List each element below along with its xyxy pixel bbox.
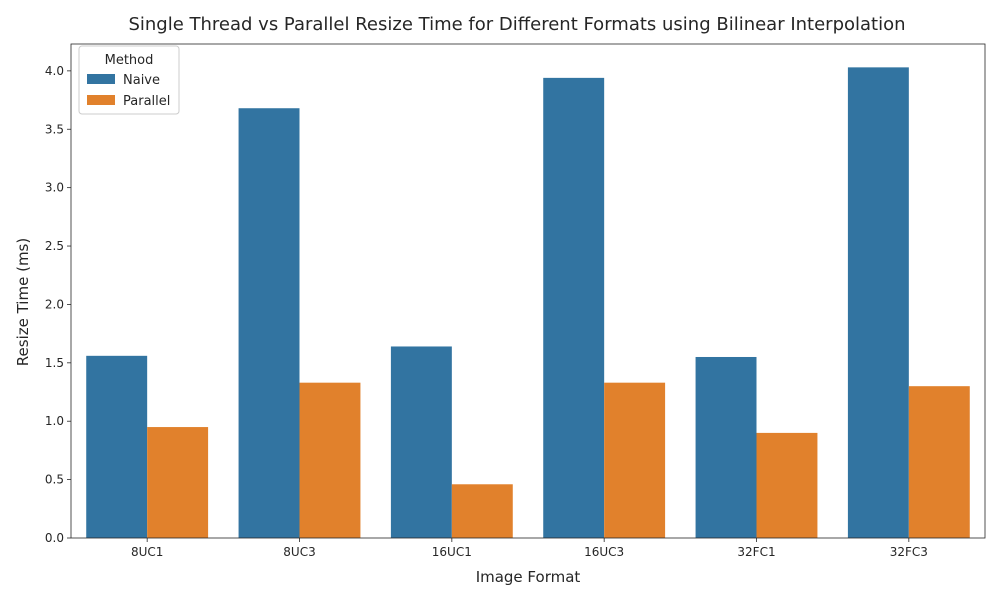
y-tick-label: 1.5 bbox=[45, 356, 64, 370]
x-axis-title: Image Format bbox=[476, 568, 581, 586]
legend-label-parallel: Parallel bbox=[123, 94, 170, 109]
bar-naive-8uc3 bbox=[238, 108, 300, 538]
y-tick-label: 2.0 bbox=[45, 297, 64, 311]
y-tick-label: 1.0 bbox=[45, 414, 64, 428]
plot-frame bbox=[70, 43, 986, 539]
y-tick-label: 3.5 bbox=[45, 122, 64, 136]
y-tick-label: 0.0 bbox=[45, 531, 64, 545]
x-tick-label: 8UC1 bbox=[131, 545, 163, 559]
bar-parallel-8uc3 bbox=[299, 382, 361, 538]
bar-parallel-32fc3 bbox=[908, 386, 970, 538]
x-tick-label: 32FC1 bbox=[737, 545, 775, 559]
legend-label-naive: Naive bbox=[123, 73, 160, 88]
legend-swatch-naive bbox=[87, 74, 115, 84]
bar-naive-8uc1 bbox=[86, 355, 148, 538]
bar-naive-16uc3 bbox=[543, 77, 605, 538]
y-tick-label: 3.0 bbox=[45, 181, 64, 195]
x-tick-label: 8UC3 bbox=[283, 545, 315, 559]
bar-naive-16uc1 bbox=[390, 346, 452, 538]
y-tick-label: 0.5 bbox=[45, 473, 64, 487]
bar-parallel-32fc1 bbox=[756, 432, 818, 538]
bars-group bbox=[86, 67, 970, 539]
legend: Method Naive Parallel bbox=[78, 45, 180, 115]
chart-title: Single Thread vs Parallel Resize Time fo… bbox=[128, 14, 905, 35]
y-axis-title: Resize Time (ms) bbox=[14, 238, 32, 366]
bar-parallel-8uc1 bbox=[147, 427, 209, 538]
y-tick-label: 2.5 bbox=[45, 239, 64, 253]
x-tick-label: 16UC1 bbox=[432, 545, 472, 559]
bar-naive-32fc3 bbox=[847, 67, 909, 539]
x-tick-label: 32FC3 bbox=[890, 545, 928, 559]
legend-swatch-parallel bbox=[87, 95, 115, 105]
bar-parallel-16uc3 bbox=[604, 382, 666, 538]
x-tick-label: 16UC3 bbox=[584, 545, 624, 559]
bar-parallel-16uc1 bbox=[451, 484, 513, 538]
axes-group: 0.0 0.5 1.0 1.5 2.0 2.5 3.0 3.5 4.0 8UC1 8UC3 16UC1… bbox=[45, 43, 986, 559]
bar-naive-32fc1 bbox=[695, 356, 757, 538]
legend-title: Method bbox=[105, 53, 154, 68]
y-tick-label: 4.0 bbox=[45, 64, 64, 78]
